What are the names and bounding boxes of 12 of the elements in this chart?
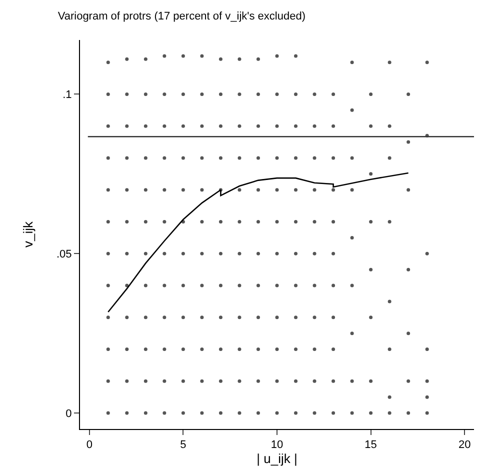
y-tick-label: 0: [66, 408, 72, 420]
line-series: [107, 172, 409, 313]
y-axis-title: v_ijk: [20, 221, 36, 248]
chart-title: Variogram of protrs (17 percent of v_ijk's excluded): [58, 10, 306, 23]
y-tick-label: .1: [62, 89, 72, 102]
x-axis-title: | u_ijk |: [256, 451, 298, 466]
y-tick-label: .05: [56, 248, 72, 260]
x-tick-label: 20: [458, 439, 471, 452]
x-tick-label: 0: [86, 439, 92, 452]
x-tick-label: 5: [180, 439, 186, 452]
x-tick-label: 15: [364, 439, 377, 452]
x-tick-label: 10: [270, 439, 284, 452]
